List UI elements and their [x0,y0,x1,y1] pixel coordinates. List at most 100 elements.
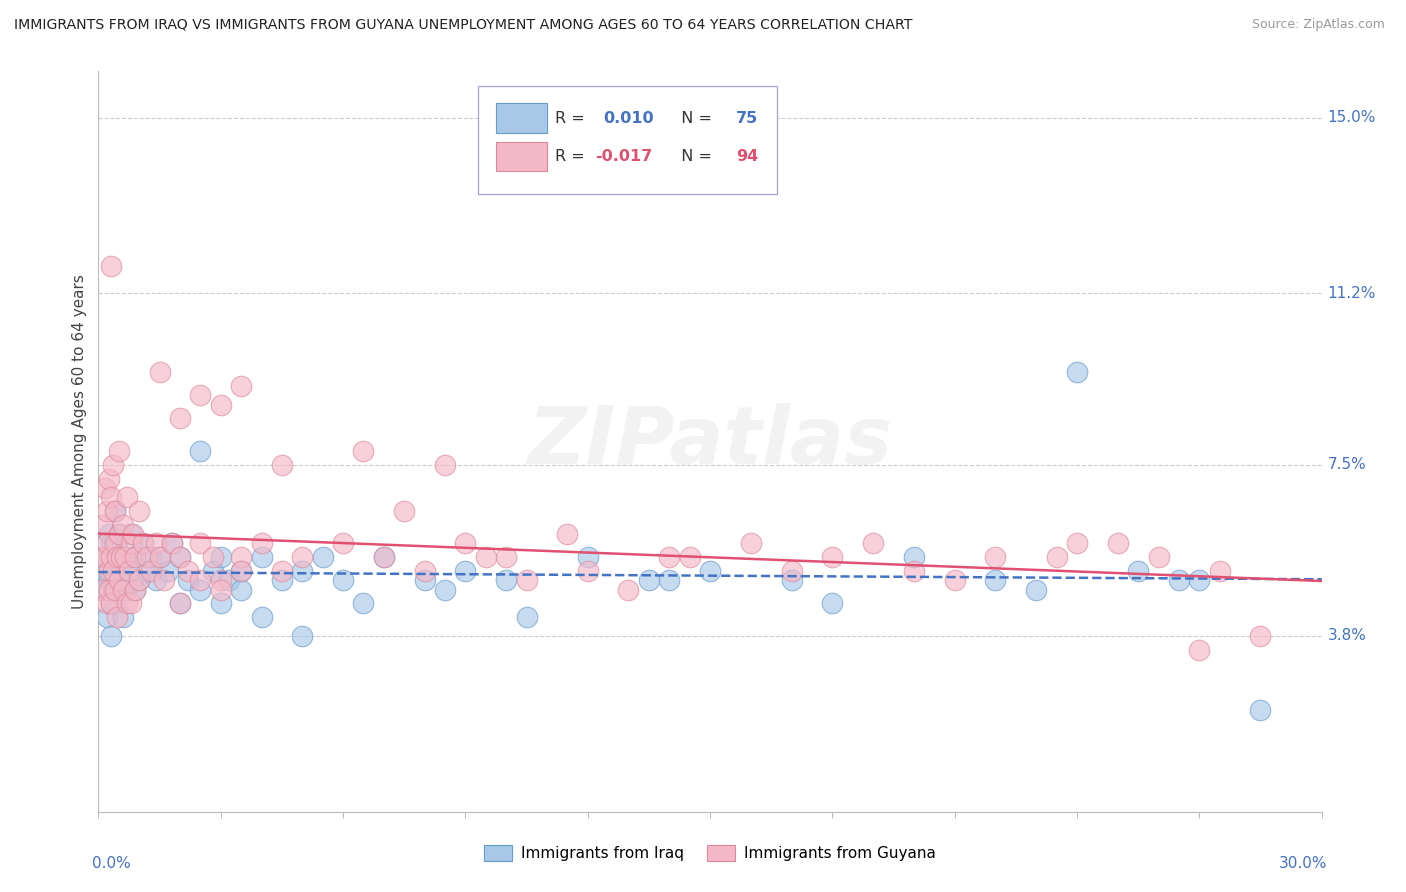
Point [97,471,120,485]
Point [111,582,134,597]
Point [169,411,191,425]
Point [903,564,925,578]
Point [943,574,966,588]
Point [120,597,142,611]
Point [218,574,240,588]
Point [169,550,191,565]
Text: 7.5%: 7.5% [1327,458,1367,472]
Point [1107,536,1129,550]
Point [124,582,146,597]
Point [149,550,172,565]
Point [104,504,127,518]
Point [152,574,174,588]
Point [373,550,395,565]
Point [188,574,212,588]
Point [104,536,127,550]
Point [413,574,436,588]
FancyBboxPatch shape [496,142,547,171]
Point [104,504,127,518]
Point [780,564,803,578]
Text: N =: N = [671,111,717,126]
Point [100,597,122,611]
Point [658,574,681,588]
Text: 15.0%: 15.0% [1327,110,1376,125]
Point [108,527,131,541]
Point [699,564,721,578]
Text: 94: 94 [735,149,758,164]
Text: Source: ZipAtlas.com: Source: ZipAtlas.com [1251,18,1385,31]
Point [128,504,150,518]
FancyBboxPatch shape [496,103,547,133]
Point [115,582,138,597]
Point [1208,564,1232,578]
Point [209,550,232,565]
Point [96,504,118,518]
Legend: Immigrants from Iraq, Immigrants from Guyana: Immigrants from Iraq, Immigrants from Gu… [478,838,942,867]
Point [433,582,456,597]
Point [169,597,191,611]
Point [658,550,681,565]
Point [433,458,456,472]
Text: ZIPatlas: ZIPatlas [527,402,893,481]
Point [250,550,273,565]
Point [637,574,661,588]
Point [1045,550,1069,565]
Point [101,564,124,578]
Point [413,564,436,578]
Point [100,259,122,273]
Point [132,536,155,550]
Point [821,550,844,565]
Point [105,550,128,565]
Point [149,550,172,565]
Point [231,582,253,597]
Point [332,536,354,550]
Point [201,550,224,565]
Point [169,597,191,611]
Point [1188,642,1211,657]
Point [141,550,163,565]
Point [124,582,146,597]
Point [454,536,477,550]
Point [145,574,167,588]
Point [454,564,477,578]
Point [1249,629,1271,643]
Point [91,564,114,578]
Point [128,574,150,588]
Point [111,517,134,532]
Point [96,597,118,611]
Text: R =: R = [555,149,589,164]
Point [188,443,212,458]
Point [291,550,314,565]
Point [105,536,128,550]
Point [231,550,253,565]
Point [108,582,131,597]
Point [100,490,122,504]
Point [576,550,599,565]
Point [270,564,294,578]
Point [91,517,114,532]
Text: 0.010: 0.010 [603,111,654,126]
Point [1128,564,1150,578]
Point [474,550,498,565]
Text: 0.0%: 0.0% [93,856,131,871]
Point [97,574,120,588]
Point [209,597,232,611]
FancyBboxPatch shape [478,87,778,194]
Point [231,564,253,578]
Point [903,550,925,565]
Point [555,527,579,541]
Point [1188,574,1211,588]
Point [115,490,138,504]
Point [312,550,335,565]
Point [984,550,1007,565]
Point [1066,536,1088,550]
Point [291,564,314,578]
Point [495,574,517,588]
Y-axis label: Unemployment Among Ages 60 to 64 years: Unemployment Among Ages 60 to 64 years [72,274,87,609]
Point [101,564,124,578]
Point [250,610,273,624]
Point [1066,365,1088,379]
Point [209,574,232,588]
Point [250,536,273,550]
Point [291,629,314,643]
